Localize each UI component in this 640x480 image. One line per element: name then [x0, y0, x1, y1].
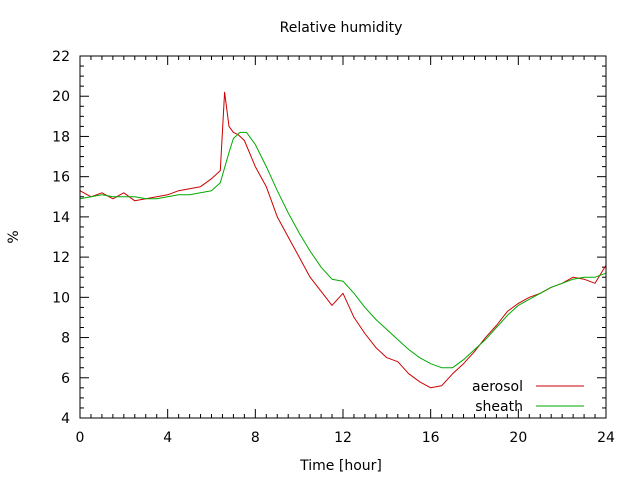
- x-tick-label: 24: [597, 430, 615, 446]
- y-tick-label: 12: [52, 250, 70, 266]
- series-line-sheath: [79, 131, 607, 369]
- legend-label-sheath: sheath: [475, 399, 523, 415]
- chart-title: Relative humidity: [280, 20, 403, 36]
- x-tick-label: 4: [163, 430, 172, 446]
- x-tick-label: 0: [76, 430, 85, 446]
- y-tick-label: 18: [52, 129, 70, 145]
- x-tick-label: 8: [251, 430, 260, 446]
- legend: aerosol sheath: [472, 379, 584, 415]
- legend-label-aerosol: aerosol: [472, 379, 523, 395]
- x-axis-label: Time [hour]: [299, 458, 382, 474]
- x-tick-label: 12: [334, 430, 352, 446]
- y-tick-label: 4: [61, 411, 70, 427]
- plot-series: [79, 91, 607, 389]
- series-line-aerosol: [79, 91, 607, 389]
- x-tick-label: 16: [422, 430, 440, 446]
- plot-frame: [79, 55, 607, 419]
- x-tick-label: 20: [509, 430, 527, 446]
- axis-ticks: [79, 55, 607, 419]
- y-tick-label: 22: [52, 49, 70, 65]
- y-axis-label: %: [6, 230, 22, 243]
- y-tick-label: 20: [52, 89, 70, 105]
- y-tick-label: 14: [52, 210, 70, 226]
- y-tick-label: 8: [61, 331, 70, 347]
- y-tick-label: 6: [61, 371, 70, 387]
- y-tick-label: 16: [52, 170, 70, 186]
- y-tick-label: 10: [52, 290, 70, 306]
